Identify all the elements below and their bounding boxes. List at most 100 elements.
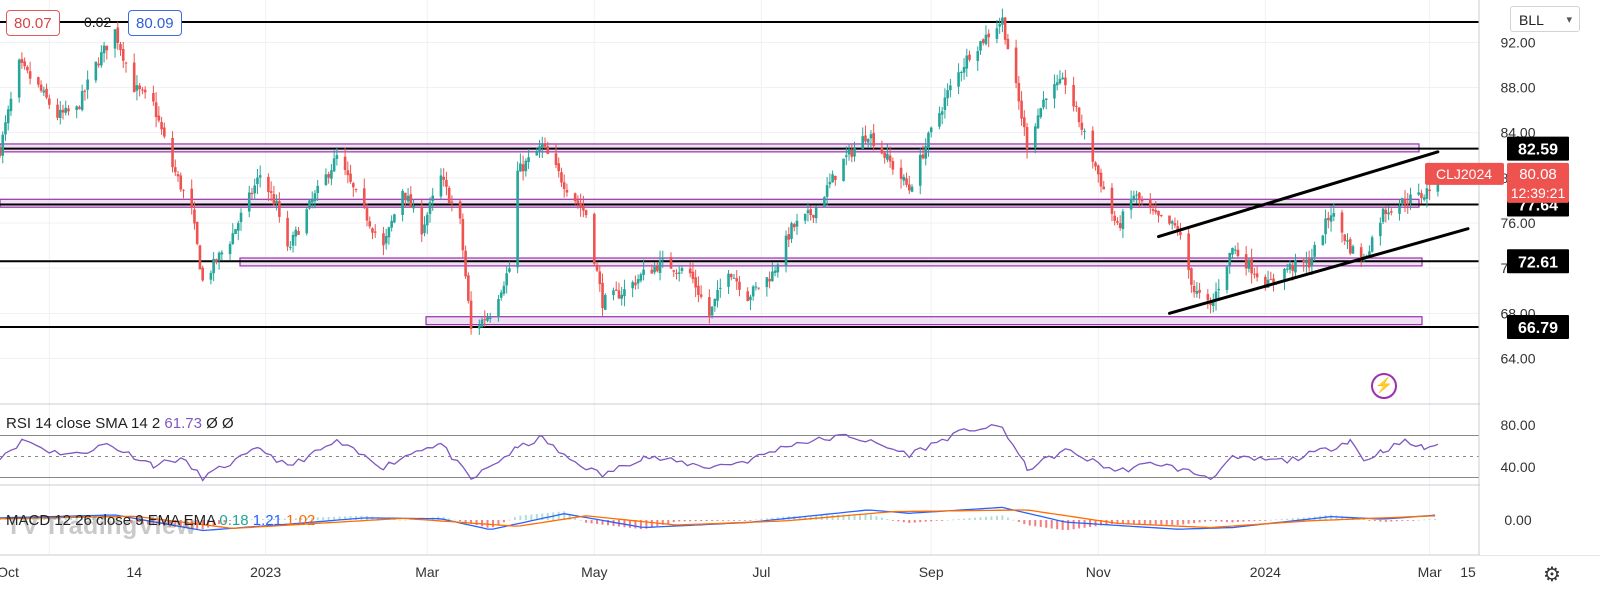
macd-histogram-bar — [705, 520, 708, 521]
candle-body — [546, 146, 550, 154]
candle-body — [310, 199, 314, 203]
macd-histogram-bar — [963, 518, 966, 520]
candle-body — [1406, 202, 1410, 205]
candle-body — [787, 234, 791, 240]
candle-body — [694, 277, 697, 288]
candle-body — [100, 52, 103, 66]
candle-body — [1302, 259, 1305, 263]
candle-body — [78, 106, 81, 109]
candle-body — [557, 163, 561, 172]
candle-body — [1346, 240, 1349, 242]
candle-body — [1110, 187, 1114, 214]
macd-histogram-bar — [667, 520, 670, 524]
rsi-legend-value: 61.73 — [164, 415, 206, 432]
candle-body — [812, 214, 815, 218]
macd-histogram-bar — [179, 520, 182, 528]
macd-histogram-bar — [1121, 520, 1124, 524]
candle-body — [579, 202, 582, 208]
gear-icon[interactable]: ⚙ — [1543, 564, 1561, 586]
price-axis[interactable]: 92.0088.0084.0080.0076.0072.0068.0064.00… — [1425, 0, 1600, 555]
lightning-bolt-icon[interactable]: ⚡ — [1371, 373, 1397, 399]
price-tick-label: 64.00 — [1500, 351, 1535, 367]
macd-histogram-bar — [349, 516, 352, 520]
candle-body — [362, 188, 366, 207]
candle-body — [976, 51, 980, 61]
candle-body — [1283, 268, 1286, 282]
spread-value: 0.02 — [84, 14, 112, 30]
macd-histogram-bar — [1154, 520, 1157, 525]
macd-histogram-bar — [760, 518, 763, 520]
macd-histogram-bar — [316, 517, 319, 520]
candle-body — [450, 201, 454, 203]
candle-body — [535, 150, 539, 156]
candle-body — [869, 134, 873, 139]
symbol-select-button[interactable]: BLL ▾ — [1510, 6, 1580, 32]
candle-body — [458, 201, 462, 219]
macd-histogram-bar — [1182, 520, 1185, 525]
candle-body — [940, 111, 944, 115]
macd-histogram-bar — [853, 514, 856, 520]
rsi-legend-title: RSI 14 close SMA 14 2 — [6, 415, 164, 432]
macd-histogram-bar — [749, 520, 752, 521]
rsi-line — [0, 424, 1439, 482]
candle-body — [1001, 17, 1004, 25]
candle-body — [1096, 165, 1100, 175]
macd-histogram-bar — [1143, 520, 1146, 525]
candle-body — [929, 127, 933, 133]
level-price-tag-label: 66.79 — [1518, 320, 1558, 337]
bid-price-box[interactable]: 80.07 — [6, 10, 60, 36]
candle-body — [516, 170, 519, 268]
macd-histogram-bar — [1045, 520, 1048, 528]
rsi-tick-label: 40.00 — [1500, 459, 1535, 475]
macd-histogram-bar — [1100, 520, 1102, 526]
candle-body — [1422, 197, 1426, 200]
macd-histogram-bar — [1434, 518, 1437, 520]
candle-body — [406, 195, 410, 202]
candle-body — [64, 107, 68, 113]
candle-body — [384, 236, 388, 244]
candle-body — [250, 192, 254, 195]
macd-histogram-bar — [513, 517, 516, 520]
macd-histogram-bar — [20, 518, 23, 520]
candle-body — [1340, 212, 1344, 233]
macd-histogram-bar — [174, 520, 177, 527]
macd-histogram-bar — [809, 515, 812, 520]
candle-body — [653, 266, 656, 273]
macd-histogram-bar — [661, 520, 664, 525]
candle-body — [80, 91, 84, 110]
ask-price-box[interactable]: 80.09 — [128, 10, 182, 36]
candle-body — [335, 155, 339, 159]
time-axis[interactable]: Oct 14 2023 Mar May Jul Sep Nov 2024 Mar 15 — [0, 564, 1476, 580]
macd-histogram-bar — [1034, 520, 1037, 527]
candle-body — [560, 172, 563, 183]
candle-body — [97, 63, 100, 66]
candle-body — [113, 29, 117, 49]
candle-body — [1390, 211, 1393, 213]
macd-histogram-bar — [229, 520, 232, 521]
candle-body — [1214, 291, 1218, 301]
candle-body — [39, 84, 43, 91]
macd-histogram-bar — [491, 520, 494, 528]
candle-body — [1294, 260, 1297, 273]
macd-histogram-bar — [327, 516, 330, 520]
level-price-tag — [1507, 136, 1569, 161]
candle-body — [371, 228, 374, 233]
macd-histogram-bar — [639, 520, 642, 530]
candle-body — [1151, 209, 1155, 211]
candle-body — [17, 59, 21, 98]
candle-body — [809, 209, 812, 216]
macd-histogram-bar — [765, 518, 768, 520]
candle-body — [691, 271, 695, 280]
candle-body — [160, 121, 163, 130]
candle-body — [1425, 188, 1429, 199]
candle-body — [1058, 78, 1062, 84]
time-tick-label: Oct — [0, 564, 19, 580]
macd-histogram-bar — [848, 514, 851, 520]
candle-body — [157, 115, 161, 121]
candle-body — [907, 184, 911, 191]
candle-body — [1255, 273, 1259, 278]
candle-body — [179, 175, 183, 190]
candle-body — [56, 104, 59, 118]
macd-histogram-bar — [727, 520, 730, 521]
